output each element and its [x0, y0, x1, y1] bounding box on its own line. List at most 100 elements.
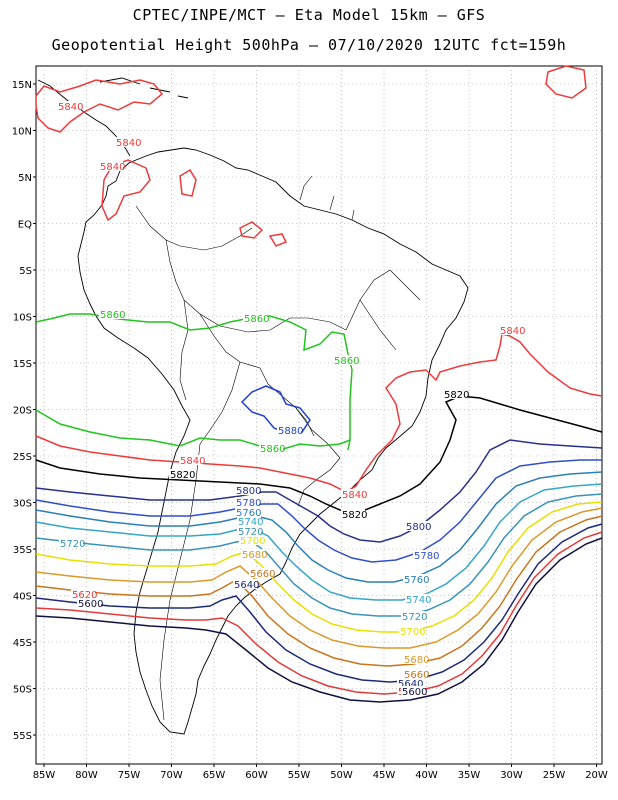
label-5880-bolivia-bg — [277, 425, 301, 435]
label-5720-atlantic-bg — [401, 611, 425, 621]
label-5820-chile: 5820 — [170, 470, 195, 481]
contour-5640 — [35, 523, 603, 683]
lon-tick-label: 25W — [543, 770, 566, 781]
label-5660-argentina-bg — [249, 568, 273, 578]
label-5800-argentina: 5800 — [236, 486, 261, 497]
label-5740-atlantic: 5740 — [406, 595, 431, 606]
lon-tick-label: 20W — [585, 770, 608, 781]
label-5820-uruguay-bg — [341, 509, 365, 519]
lat-tick-label: 25S — [13, 452, 32, 463]
label-5780-argentina: 5780 — [236, 498, 261, 509]
contour-5620 — [35, 531, 603, 695]
label-5700-argentina-bg — [239, 535, 263, 545]
contour-5840-south — [35, 333, 603, 493]
label-5780-atlantic-bg — [413, 550, 437, 560]
label-5680-argentina: 5680 — [242, 550, 267, 561]
label-5620-pacific: 5620 — [72, 590, 97, 601]
contour-5860-south — [35, 409, 351, 451]
map-title-line1: CPTEC/INPE/MCT – Eta Model 15km – GFS — [132, 6, 486, 24]
contour-5680 — [35, 507, 603, 649]
contour-5780 — [35, 459, 602, 563]
axis-tick-labels: 15N 10N 5N EQ 5S 10S 15S 20S 25S 30S 35S 40S 45S 50S 5… — [12, 80, 608, 781]
lon-tick-label: 45W — [373, 770, 396, 781]
label-5720-atlantic: 5720 — [402, 612, 427, 623]
label-5840-atlantic-north: 5840 — [500, 326, 525, 337]
label-5780-argentina-bg — [235, 497, 259, 507]
contour-label-layer: 5840 5840 5840 5860 5860 5860 5840 5820 5880 5860… — [57, 101, 525, 698]
label-5840-venezuela-bg — [115, 137, 139, 147]
label-5720-pacific-bg — [59, 538, 83, 548]
label-5720-pacific: 5720 — [60, 539, 85, 550]
label-5800-argentina-bg — [235, 485, 259, 495]
lon-tick-label: 85W — [33, 770, 56, 781]
lat-tick-label: 15S — [13, 359, 32, 370]
label-5860-brazil-west: 5860 — [244, 314, 269, 325]
contour-5840-caribbean — [35, 79, 164, 133]
label-5760-atlantic: 5760 — [404, 575, 429, 586]
label-5660-atlantic: 5660 — [404, 670, 429, 681]
label-5860-brazil-east-bg — [333, 355, 357, 365]
label-5700-atlantic-bg — [399, 626, 423, 636]
lat-tick-label: 10S — [13, 313, 32, 324]
contour-5840-amazon — [239, 221, 288, 247]
label-5720-argentina: 5720 — [238, 527, 263, 538]
label-5820-atlantic-bg — [443, 389, 467, 399]
label-5660-argentina: 5660 — [250, 569, 275, 580]
lat-tick-label: EQ — [18, 220, 32, 231]
label-5860-brazil-west-bg — [243, 313, 267, 323]
label-5640-argentina-bg — [233, 579, 257, 589]
label-5840-uruguay: 5840 — [342, 490, 367, 501]
lon-tick-label: 80W — [75, 770, 98, 781]
contour-5720 — [35, 493, 603, 617]
contour-5800 — [35, 439, 603, 543]
lat-tick-label: 5S — [19, 266, 32, 277]
label-5760-atlantic-bg — [403, 574, 427, 584]
label-5640-atlantic: 5640 — [398, 679, 423, 690]
label-5600-atlantic-bg — [401, 686, 425, 696]
label-5740-argentina-bg — [237, 516, 261, 526]
label-5820-atlantic: 5820 — [444, 390, 469, 401]
contour-5600 — [35, 537, 603, 703]
label-5840-argentina-bg — [179, 455, 203, 465]
contour-5740 — [35, 483, 603, 601]
lon-tick-label: 70W — [160, 770, 183, 781]
label-5600-pacific-bg — [77, 598, 101, 608]
lon-tick-label: 75W — [118, 770, 141, 781]
label-5680-argentina-bg — [241, 549, 265, 559]
contour-5880 — [240, 385, 311, 435]
label-5860-paraguay: 5860 — [260, 444, 285, 455]
label-5700-atlantic: 5700 — [400, 627, 425, 638]
contour-5700 — [35, 501, 603, 633]
contour-5660 — [35, 515, 603, 667]
label-5780-atlantic: 5780 — [414, 551, 439, 562]
label-5860-peru-bg — [99, 309, 123, 319]
label-5840-venezuela: 5840 — [116, 138, 141, 149]
lat-tick-label: 20S — [13, 406, 32, 417]
lon-tick-label: 60W — [245, 770, 268, 781]
label-5860-peru: 5860 — [100, 310, 125, 321]
contour-5840-ne-corner — [545, 65, 587, 99]
label-5680-atlantic: 5680 — [404, 655, 429, 666]
label-5860-brazil-east: 5860 — [334, 356, 359, 367]
label-5640-atlantic-bg — [397, 678, 421, 688]
label-5600-atlantic: 5600 — [402, 687, 427, 698]
label-5840-uruguay-bg — [341, 489, 365, 499]
label-5840-argentina: 5840 — [180, 456, 205, 467]
south-america-outline — [77, 147, 469, 735]
label-5640-argentina: 5640 — [234, 580, 259, 591]
label-5600-pacific: 5600 — [78, 599, 103, 610]
label-5840-caribbean-bg — [57, 101, 81, 111]
contour-5820 — [35, 395, 603, 513]
contour-5840-venezuela — [179, 168, 197, 197]
label-5860-paraguay-bg — [259, 443, 283, 453]
label-5840-colombia-bg — [99, 161, 123, 171]
label-5820-uruguay: 5820 — [342, 510, 367, 521]
label-5760-argentina-bg — [235, 507, 259, 517]
country-borders — [135, 175, 421, 721]
label-5840-caribbean: 5840 — [58, 102, 83, 113]
caribbean-islands — [99, 77, 189, 99]
label-5760-argentina: 5760 — [236, 508, 261, 519]
lat-tick-label: 35S — [13, 545, 32, 556]
label-5720-argentina-bg — [237, 526, 261, 536]
